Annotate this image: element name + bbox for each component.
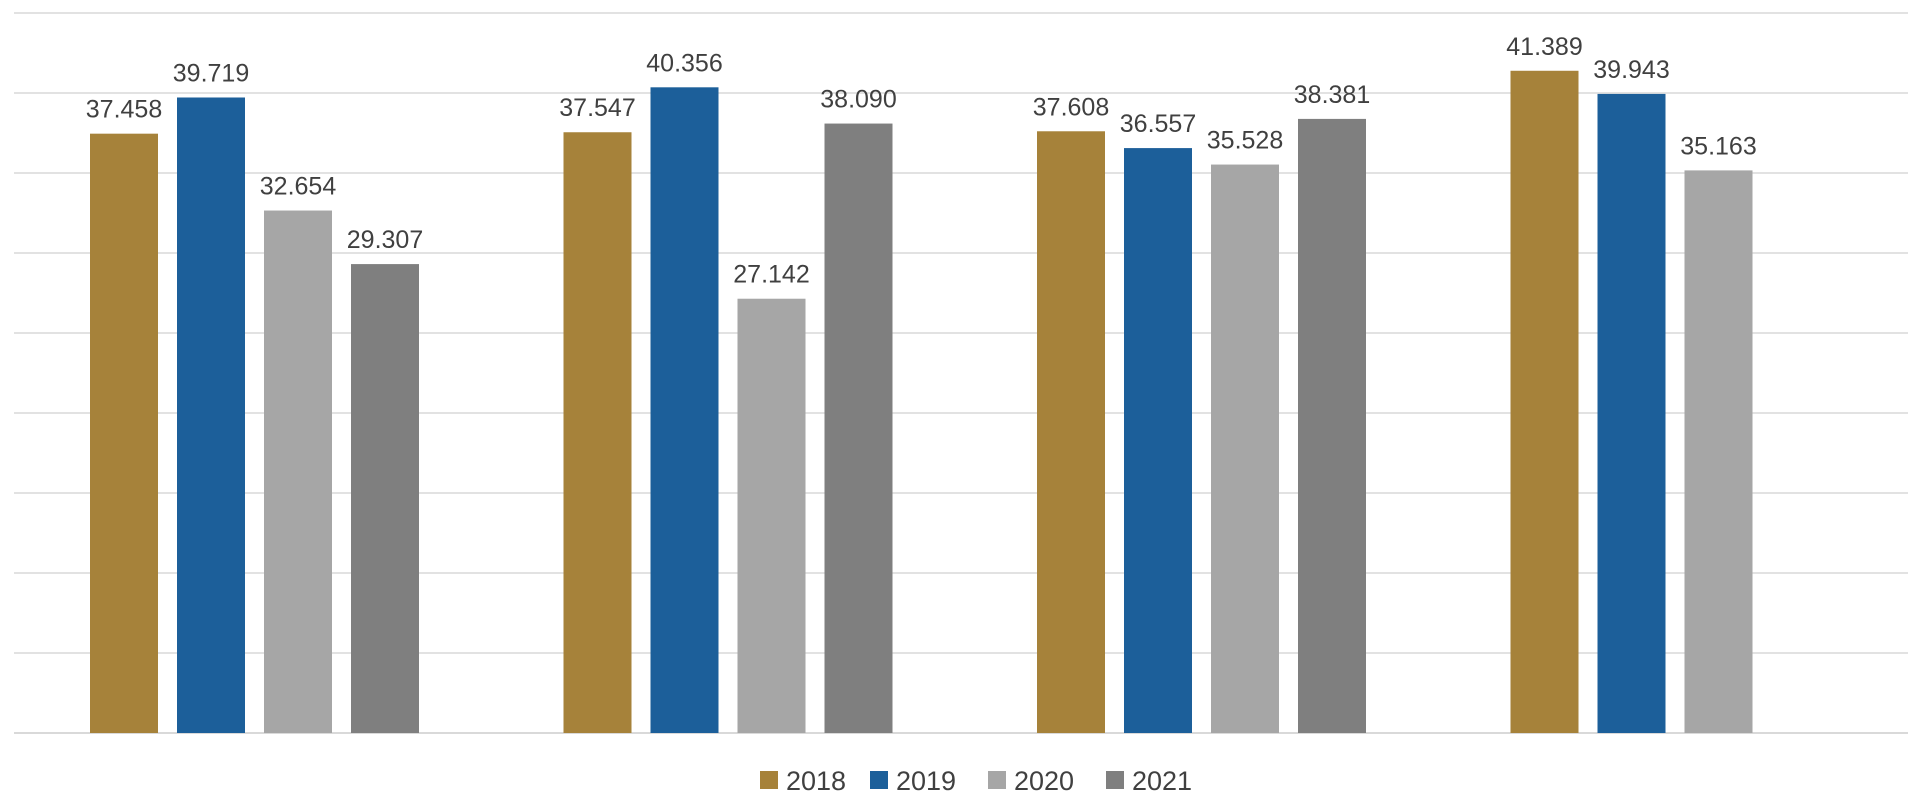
bar-2021-group-2 <box>824 123 893 733</box>
data-label-2020-group-4: 35.163 <box>1680 132 1756 160</box>
bar-2019-group-3 <box>1124 148 1192 733</box>
legend-label-2018: 2018 <box>786 766 846 796</box>
data-label-2020-group-2: 27.142 <box>733 261 809 289</box>
data-label-2018-group-3: 37.608 <box>1033 93 1109 121</box>
data-label-2018-group-4: 41.389 <box>1506 33 1582 61</box>
legend-label-2020: 2020 <box>1014 766 1074 796</box>
bar-2019-group-4 <box>1597 93 1666 734</box>
bar-2020-group-4 <box>1684 170 1753 734</box>
bar-2021-group-1 <box>351 264 419 733</box>
data-labels: 37.458 39.719 32.654 29.307 37.547 40.356 27.1… <box>86 33 1757 289</box>
data-label-2019-group-1: 39.719 <box>173 59 249 87</box>
legend-swatch-2018 <box>760 771 778 789</box>
bar-2020-group-2 <box>737 298 806 733</box>
data-label-2021-group-2: 38.090 <box>820 86 896 114</box>
bars <box>90 70 1753 734</box>
data-label-2019-group-3: 36.557 <box>1120 110 1196 138</box>
bar-2019-group-1 <box>177 97 245 734</box>
bar-2018-group-3 <box>1037 131 1105 734</box>
legend-label-2019: 2019 <box>896 766 956 796</box>
bar-2021-group-3 <box>1298 118 1366 734</box>
data-label-2021-group-1: 29.307 <box>347 226 423 254</box>
bar-2020-group-1 <box>264 210 332 733</box>
data-label-2020-group-3: 35.528 <box>1207 127 1283 155</box>
bar-2018-group-2 <box>563 132 632 734</box>
legend-swatch-2020 <box>988 771 1006 789</box>
legend-label-2021: 2021 <box>1132 766 1192 796</box>
data-label-2019-group-2: 40.356 <box>646 49 722 77</box>
bar-2020-group-3 <box>1211 164 1279 733</box>
legend: 2018 2019 2020 2021 <box>760 766 1192 796</box>
data-label-2019-group-4: 39.943 <box>1593 56 1669 84</box>
bar-2018-group-4 <box>1510 70 1579 733</box>
data-label-2021-group-3: 38.381 <box>1294 81 1370 109</box>
bar-2019-group-2 <box>650 87 719 733</box>
data-label-2018-group-1: 37.458 <box>86 96 162 124</box>
bar-2018-group-1 <box>90 133 158 733</box>
data-label-2018-group-2: 37.547 <box>559 94 635 122</box>
legend-swatch-2019 <box>870 771 888 789</box>
legend-swatch-2021 <box>1106 771 1124 789</box>
data-label-2020-group-1: 32.654 <box>260 173 337 201</box>
